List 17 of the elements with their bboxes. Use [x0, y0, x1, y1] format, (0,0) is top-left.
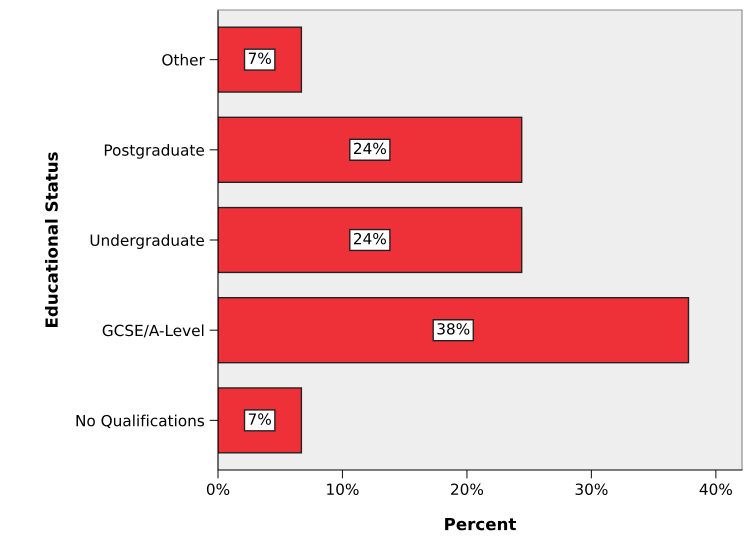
y-tick-label: Postgraduate	[104, 144, 204, 159]
x-tick-label: 0%	[206, 483, 230, 496]
data-label: 7%	[248, 52, 271, 64]
x-tick-label: 30%	[576, 483, 608, 496]
data-label: 24%	[354, 142, 386, 154]
x-tick-label: 10%	[327, 483, 359, 496]
x-tick-label: 20%	[451, 483, 484, 496]
data-label: 24%	[354, 232, 386, 244]
y-tick-label: Other	[162, 54, 205, 66]
y-tick-label: Undergraduate	[90, 234, 204, 249]
x-axis-title: Percent	[445, 518, 516, 530]
y-tick-label: GCSE/A-Level	[102, 324, 204, 338]
data-label: 38%	[437, 323, 470, 335]
x-tick-label: 40%	[700, 483, 732, 496]
data-label: 7%	[248, 413, 271, 425]
y-axis-title: Educational Status	[44, 152, 58, 327]
y-tick-label: No Qualifications	[76, 414, 204, 428]
